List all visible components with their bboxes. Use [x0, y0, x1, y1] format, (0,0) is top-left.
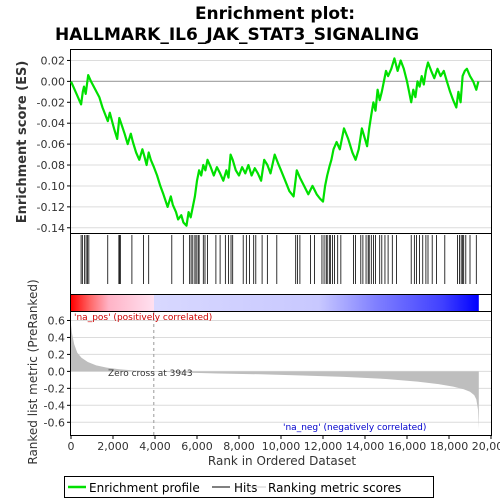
hit-markers: [80, 235, 477, 284]
enrichment-y-tick-label: 0.02: [41, 54, 66, 67]
legend-hits-label: Hits: [234, 481, 257, 495]
ranking-y-tick-label: 0.4: [48, 331, 66, 344]
legend: Enrichment profile Hits Ranking metric s…: [64, 476, 434, 498]
enrichment-y-tick-label: -0.06: [37, 138, 65, 151]
x-tick-label: 16,000: [388, 440, 427, 453]
ranking-y-tick-label: -0.4: [44, 399, 65, 412]
x-tick-label: 8,000: [223, 440, 255, 453]
ranked-list-heat-bar: [71, 295, 479, 311]
x-axis-label: Rank in Ordered Dataset: [208, 454, 356, 468]
enrichment-y-tick-label: 0.00: [41, 75, 66, 88]
x-tick-label: 20,000: [472, 440, 500, 453]
ranking-y-tick-label: -0.2: [44, 382, 65, 395]
x-tick-label: 4,000: [139, 440, 171, 453]
x-tick-label: 18,000: [430, 440, 469, 453]
ranking-y-tick-label: -0.6: [44, 416, 65, 429]
enrichment-y-tick-label: -0.02: [37, 96, 65, 109]
enrichment-y-tick-label: -0.14: [37, 222, 65, 235]
zero-cross-label: Zero cross at 3943: [108, 369, 193, 379]
ranking-y-tick-label: 0.0: [48, 365, 66, 378]
x-tick-label: 2,000: [97, 440, 129, 453]
enrichment-y-tick-label: -0.12: [37, 201, 65, 214]
enrichment-y-ticks: -0.14 -0.12 -0.10 -0.08 -0.06 -0.04 -0.02 0.00 0…: [37, 54, 71, 235]
enrichment-panel: -0.14 -0.12 -0.10 -0.08 -0.06 -0.04 -0.02 0.00 0…: [37, 49, 492, 235]
x-tick-label: 10,000: [262, 440, 301, 453]
enrichment-profile-line: [69, 57, 480, 227]
enrichment-y-axis-label: Enrichment score (ES): [15, 61, 30, 224]
chart-title-line-1: Enrichment plot:: [195, 4, 355, 24]
enrichment-y-tick-label: -0.10: [37, 180, 65, 193]
enrichment-gridlines: [71, 59, 491, 229]
hits-panel: [70, 233, 492, 295]
ranking-x-ticks: 0 2,000 4,000 6,000 8,000 10,000 12,000 14,000 1…: [68, 435, 500, 453]
enrichment-y-tick-label: -0.08: [37, 159, 65, 172]
ranking-gridlines: [71, 319, 491, 423]
legend-ranking-label: Ranking metric scores: [268, 481, 401, 495]
ranking-y-axis-label: Ranked list metric (PreRanked): [26, 279, 40, 464]
x-tick-label: 14,000: [346, 440, 385, 453]
hits-panel-frame: [70, 233, 492, 295]
ranking-y-tick-label: 0.2: [48, 348, 66, 361]
chart-title-line-2: HALLMARK_IL6_JAK_STAT3_SIGNALING: [55, 25, 419, 45]
ranking-y-tick-label: 0.6: [48, 314, 66, 327]
negative-correlation-label: 'na_neg' (negatively correlated): [283, 423, 426, 433]
ranking-panel: -0.6 -0.4 -0.2 0.0 0.2 0.4 0.6 0 2,000 4,000 6,00…: [44, 311, 500, 453]
ranking-y-ticks: -0.6 -0.4 -0.2 0.0 0.2 0.4 0.6: [44, 314, 71, 429]
positive-correlation-label: 'na_pos' (positively correlated): [74, 313, 212, 323]
x-tick-label: 12,000: [304, 440, 343, 453]
x-tick-label: 6,000: [181, 440, 213, 453]
legend-enrichment-label: Enrichment profile: [89, 481, 200, 495]
x-tick-label: 0: [68, 440, 75, 453]
ranking-metric-area: [71, 324, 479, 430]
enrichment-y-tick-label: -0.04: [37, 117, 65, 130]
